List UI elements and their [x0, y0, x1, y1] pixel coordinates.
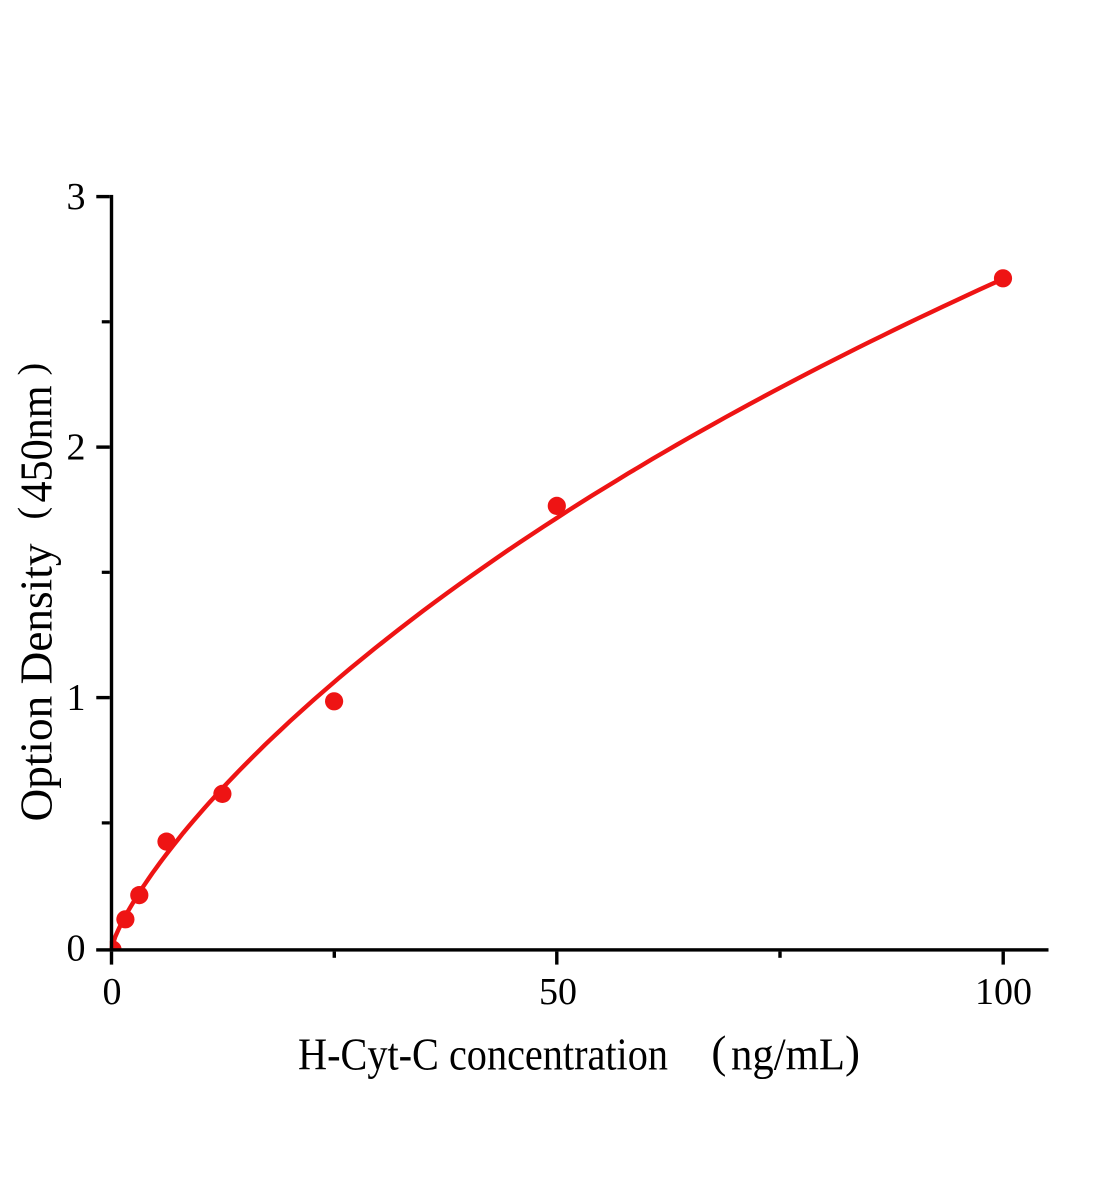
- svg-text:0: 0: [103, 971, 122, 1013]
- svg-text:0: 0: [67, 927, 86, 969]
- svg-text:50: 50: [539, 971, 577, 1013]
- svg-text:2: 2: [67, 426, 86, 468]
- svg-text:): ): [11, 363, 53, 376]
- svg-text:100: 100: [975, 971, 1032, 1013]
- svg-text:ng/mL: ng/mL: [731, 1030, 845, 1080]
- svg-text:): ): [845, 1027, 860, 1077]
- svg-text:H-Cyt-C concentration: H-Cyt-C concentration: [298, 1030, 668, 1080]
- svg-text:(: (: [11, 507, 53, 520]
- svg-text:450nm: 450nm: [12, 386, 62, 503]
- svg-text:3: 3: [67, 176, 86, 218]
- svg-text:(: (: [711, 1027, 726, 1077]
- svg-text:Option Density: Option Density: [12, 543, 62, 821]
- svg-text:1: 1: [67, 677, 86, 719]
